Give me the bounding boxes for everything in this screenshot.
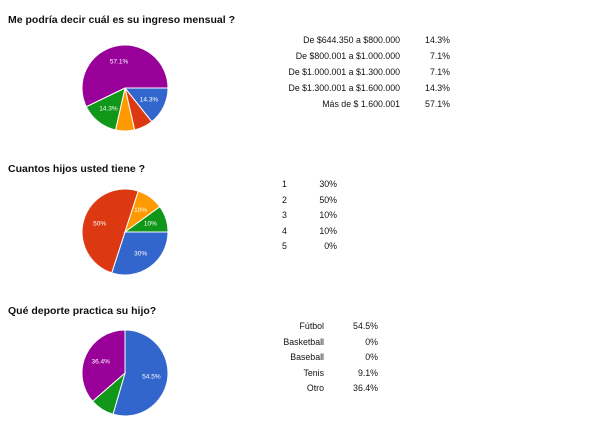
legend-label: Fútbol [299,321,324,331]
question-title-ingreso: Me podría decir cuál es su ingreso mensu… [8,14,235,26]
pie-slice-label: 14.3% [99,106,118,113]
legend-row: Tenis 9.1% [262,366,382,382]
legend-label: 5 [282,241,287,251]
legend-ingreso: De $644.350 a $800.000 14.3% De $800.001 a… [260,32,460,112]
pie-slice-label: 54.5% [142,373,161,380]
legend-label: 1 [282,179,287,189]
question-title-hijos: Cuantos hijos usted tiene ? [8,163,146,175]
legend-hijos: 1 30% 2 50% 3 10% 4 10% 5 0% [282,177,342,255]
legend-deporte: Fútbol 54.5% Basketball 0% Baseball 0% Tenis 9.… [262,319,382,397]
legend-value: 57.1% [425,99,450,109]
pie-slice-label: 14.3% [140,96,159,103]
pie-chart-deporte: 54.5% 36.4% [81,329,169,417]
legend-label: De $1.000.001 a $1.300.000 [288,67,400,77]
pie-slice-1 [112,329,169,417]
legend-label: De $644.350 a $800.000 [303,35,400,45]
pie-chart-ingreso: 14.3% 14.3% 57.1% [81,44,169,132]
legend-label: 3 [282,210,287,220]
legend-label: De $800.001 a $1.000.000 [295,51,400,61]
legend-label: Otro [306,383,324,393]
pie-slice-5 [81,44,169,108]
legend-row: De $800.001 a $1.000.000 7.1% [260,48,460,64]
legend-row: Basketball 0% [262,335,382,351]
legend-row: 5 0% [282,239,342,255]
legend-label: 4 [282,225,287,236]
legend-row: 3 10% [282,208,342,224]
legend-value: 14.3% [425,35,450,45]
legend-value: 50% [319,194,337,205]
legend-label: Basketball [283,336,324,347]
legend-label: Tenis [303,367,324,378]
pie-slice-label: 10% [134,207,147,214]
pie-chart-hijos: 30% 50% 10% 10% [81,188,169,276]
legend-value: 7.1% [429,51,450,61]
legend-row: Baseball 0% [262,350,382,366]
legend-value: 14.3% [425,83,450,93]
pie-slice-label: 57.1% [110,59,129,66]
legend-row: De $644.350 a $800.000 14.3% [260,32,460,48]
pie-slice-5 [81,329,126,402]
legend-value: 54.5% [353,321,378,331]
pie-slice-4 [123,206,169,233]
legend-row: Fútbol 54.5% [262,319,382,335]
pie-slice-label: 10% [144,220,157,227]
legend-value: 30% [319,179,337,189]
question-title-deporte: Qué deporte practica su hijo? [8,305,157,317]
legend-value: 0% [365,336,378,347]
legend-value: 36.4% [353,383,378,393]
legend-value: 9.1% [357,367,378,378]
legend-row: 2 50% [282,193,342,209]
legend-label: De $1.300.001 a $1.600.000 [288,83,400,93]
legend-label: 2 [282,194,287,205]
legend-value: 10% [319,210,337,220]
pie-slice-label: 50% [93,220,106,227]
legend-value: 10% [319,225,337,236]
pie-slice-2 [81,188,139,274]
legend-row: De $1.300.001 a $1.600.000 14.3% [260,80,460,96]
legend-row: De $1.000.001 a $1.300.000 7.1% [260,64,460,80]
legend-row: Más de $ 1.600.001 57.1% [260,96,460,112]
legend-value: 0% [365,352,378,362]
legend-row: 4 10% [282,224,342,240]
legend-row: 1 30% [282,177,342,193]
legend-value: 0% [324,241,337,251]
legend-value: 7.1% [429,67,450,77]
pie-slice-1 [111,231,169,276]
legend-row: Otro 36.4% [262,381,382,397]
legend-label: Más de $ 1.600.001 [322,99,400,109]
pie-slice-label: 36.4% [92,359,111,366]
pie-slice-label: 30% [134,250,147,257]
legend-label: Baseball [290,352,324,362]
